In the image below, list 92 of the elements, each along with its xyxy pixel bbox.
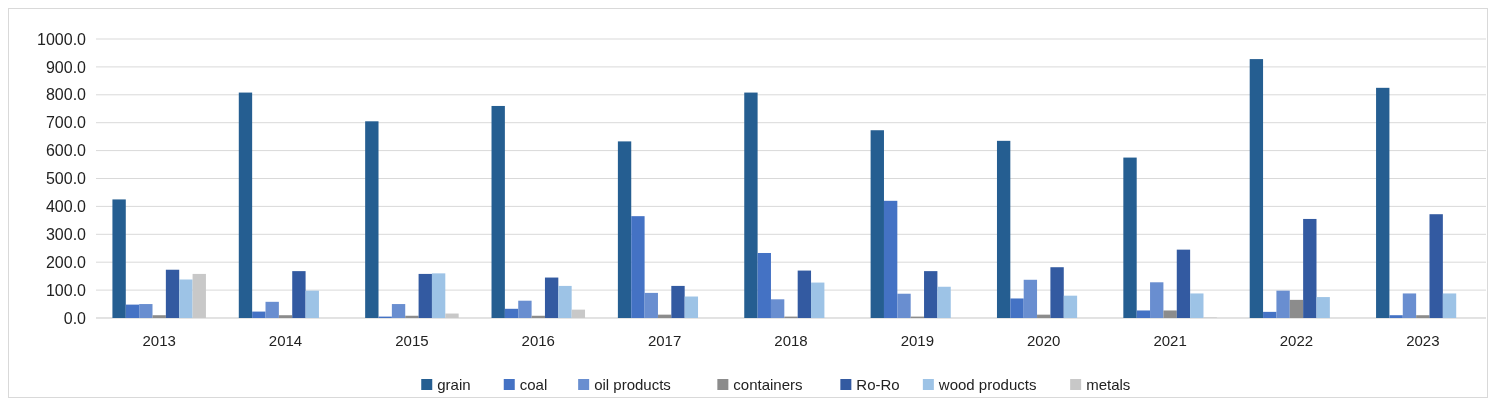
x-tick-label: 2013 [142,332,176,349]
bar [1050,267,1064,318]
bar [684,296,699,318]
bar [1402,293,1417,318]
bar [431,273,446,318]
legend-label: oil products [594,376,671,394]
x-tick-label: 2022 [1279,332,1314,349]
x-tick-label: 2023 [1406,332,1440,349]
bar [1023,279,1038,318]
y-tick-label: 500.0 [45,170,87,188]
x-tick-label: 2016 [521,332,555,349]
bar [1190,293,1204,318]
bar [744,92,758,318]
bar [418,273,432,318]
bar [797,270,812,318]
legend-label: metals [1086,376,1131,394]
bar [1263,311,1277,318]
x-tick-label: 2017 [647,332,682,349]
bar [405,315,419,318]
bar [757,252,771,318]
x-tick-label: 2018 [774,332,808,349]
x-tick-label: 2020 [1027,332,1061,349]
bar [558,285,572,318]
bar [252,311,266,318]
bar [671,285,685,318]
bar [292,271,306,318]
bar [770,299,785,318]
bar [644,292,658,318]
bar [192,273,206,318]
y-tick-label: 800.0 [45,86,87,104]
y-tick-label: 0.0 [63,309,87,327]
y-tick-label: 900.0 [45,58,87,76]
bar [365,121,379,318]
bar [631,216,645,318]
bar [504,308,519,318]
bar [518,300,532,318]
bar [1150,282,1164,318]
bar [1442,293,1457,318]
bar [1316,297,1330,318]
y-tick-label: 1000.0 [37,30,87,48]
x-tick-label: 2014 [268,332,303,349]
bar [445,313,459,318]
bar [1136,310,1151,318]
bar [139,304,153,318]
bar [571,309,586,318]
bar [1289,299,1304,318]
bar [265,301,279,318]
bar [278,315,293,318]
x-tick-label: 2019 [900,332,935,349]
y-tick-label: 100.0 [45,281,87,299]
bar [1163,310,1177,318]
bar [1303,218,1317,318]
bar [1249,59,1264,318]
bar [305,290,319,318]
bar [391,304,406,318]
bar [870,130,884,318]
bar [179,279,193,318]
bar [883,200,898,318]
bar [1389,315,1403,318]
legend-label: wood products [937,376,1037,394]
legend-label: coal [519,376,548,394]
bar [491,105,505,318]
legend-label: containers [733,376,803,394]
bar [996,140,1011,318]
legend-label: grain [437,376,471,394]
bar [897,293,911,318]
bar [1010,298,1024,318]
bar [112,199,126,318]
x-tick-label: 2021 [1153,332,1187,349]
bar [125,304,140,318]
bar [1063,295,1078,318]
y-tick-label: 400.0 [45,198,87,215]
bar [1123,157,1137,318]
y-tick-label: 600.0 [45,142,87,160]
bar [811,282,825,318]
bar [1176,249,1191,318]
y-tick-label: 300.0 [45,225,87,243]
bar [238,92,253,318]
y-tick-label: 700.0 [45,114,87,132]
bar [1429,214,1443,318]
bar [617,141,632,318]
bar [1276,290,1290,318]
legend-label: Ro-Ro [856,376,900,394]
bar [1416,315,1430,318]
bar [937,286,951,318]
bar [152,315,166,318]
bar [1376,87,1390,318]
y-tick-label: 200.0 [45,253,87,271]
x-tick-label: 2015 [395,332,429,349]
bar [544,277,559,318]
bar [924,271,938,318]
bar [165,269,180,318]
